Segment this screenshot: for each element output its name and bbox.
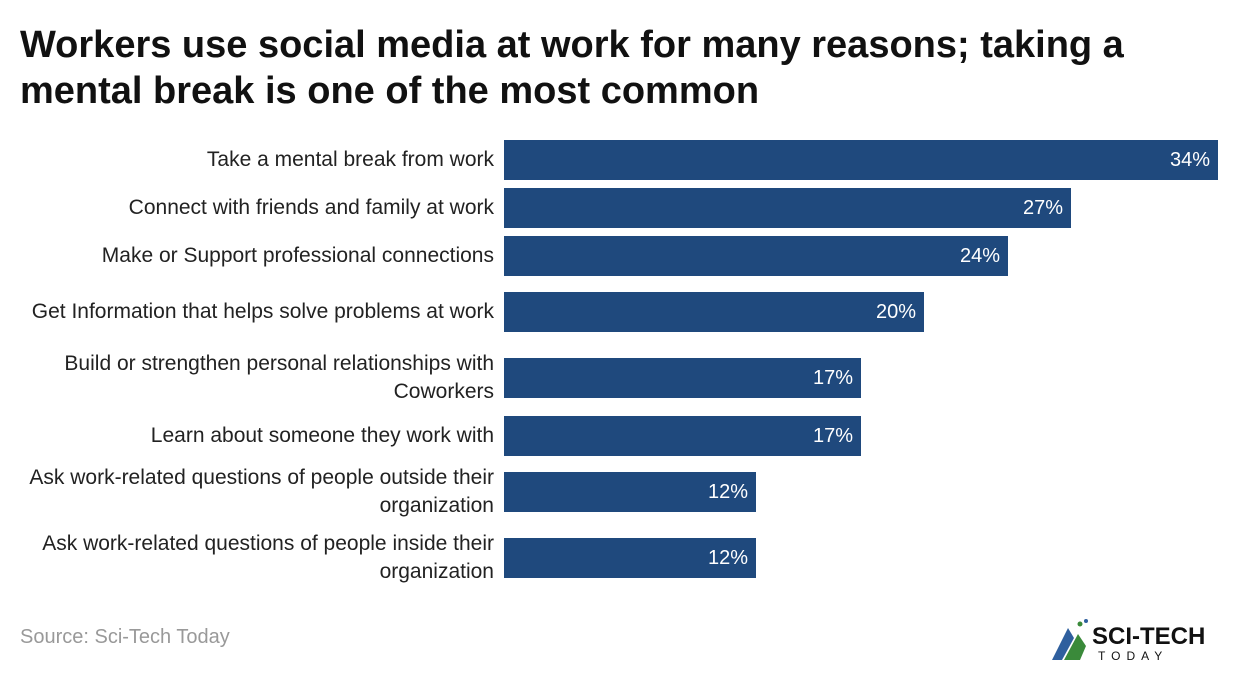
- category-label: Learn about someone they work with: [150, 424, 494, 447]
- category-label: Build or strengthen personal relationshi…: [64, 352, 494, 403]
- source-note: Source: Sci-Tech Today: [20, 626, 230, 648]
- category-label: Get Information that helps solve problem…: [31, 300, 494, 323]
- category-label: Take a mental break from work: [206, 148, 494, 171]
- category-label: Make or Support professional connections: [101, 244, 494, 267]
- chart-title: Workers use social media at work for man…: [20, 24, 1124, 112]
- bar: 12%: [504, 538, 756, 578]
- data-label: 24%: [959, 245, 1000, 267]
- data-label: 12%: [707, 481, 748, 503]
- svg-text:SCI-TECH: SCI-TECH: [1092, 623, 1205, 650]
- bar: 24%: [504, 236, 1008, 276]
- category-label: Connect with friends and family at work: [128, 196, 494, 219]
- data-label: 17%: [812, 425, 853, 447]
- svg-text:TODAY: TODAY: [1098, 649, 1168, 663]
- category-label: Ask work-related questions of people out…: [29, 466, 494, 517]
- category-label: Ask work-related questions of people ins…: [42, 532, 494, 583]
- bar: 20%: [504, 292, 924, 332]
- bar: 27%: [504, 188, 1071, 228]
- data-label: 27%: [1022, 197, 1063, 219]
- bar: 12%: [504, 472, 756, 512]
- bar: 17%: [504, 358, 861, 398]
- bar: 34%: [504, 140, 1218, 180]
- data-label: 20%: [875, 301, 916, 323]
- bar: 17%: [504, 416, 861, 456]
- sci-tech-logo: SCI-TECH TODAY: [1052, 619, 1205, 663]
- data-label: 34%: [1169, 149, 1210, 171]
- data-label: 12%: [707, 547, 748, 569]
- data-label: 17%: [812, 367, 853, 389]
